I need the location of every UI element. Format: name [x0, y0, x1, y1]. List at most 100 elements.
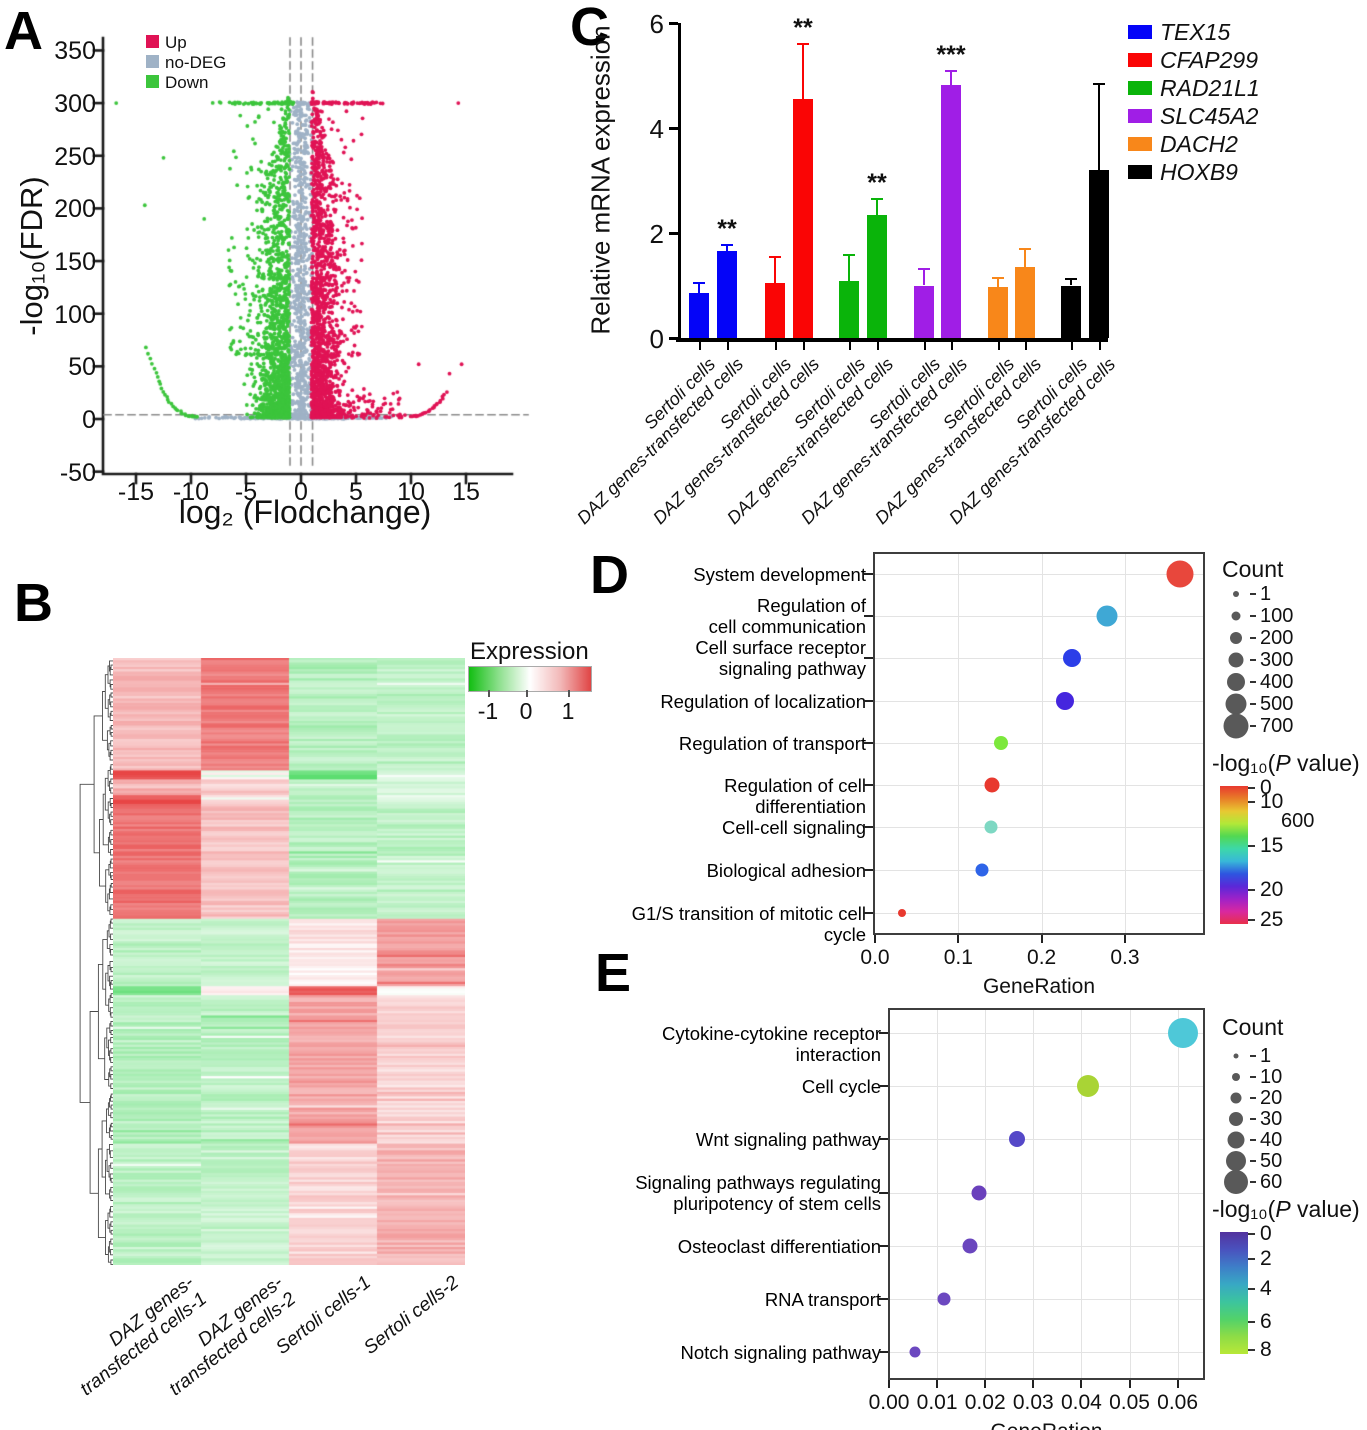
- kegg_dotplot-gridline-h: [890, 1246, 1203, 1247]
- error-bar-cap: [693, 281, 705, 284]
- kegg_dotplot-count-dot: [1227, 1131, 1245, 1149]
- go_dotplot-dot-1: [1166, 560, 1194, 588]
- error-bar: [950, 70, 952, 85]
- error-bar: [848, 255, 850, 282]
- go_dotplot-gridline-h: [875, 785, 1203, 786]
- go_dotplot-count-label: 300: [1260, 649, 1294, 671]
- kegg_dotplot-count-label: 40: [1260, 1129, 1283, 1151]
- kegg_dotplot-y-tick: [879, 1032, 888, 1034]
- go_dotplot-x-tick-label: 0.0: [860, 946, 890, 969]
- go_dotplot-category-label: Cell-cell signaling: [722, 816, 866, 838]
- gene-legend-label: DACH2: [1160, 131, 1238, 157]
- kegg_dotplot-gridline-h: [890, 1193, 1203, 1194]
- gene-legend-swatch-RAD21L1: [1128, 81, 1152, 95]
- heatmap-colorbar-tick: [526, 690, 528, 697]
- heatmap-canvas: [113, 658, 465, 1265]
- kegg_dotplot-count-label: 1: [1260, 1045, 1272, 1067]
- kegg_dotplot-x-tick: [984, 1380, 987, 1388]
- volcano-x-tick-label: 5: [349, 478, 363, 506]
- go_dotplot-colorbar-title: -log₁₀(P value): [1212, 750, 1360, 776]
- go_dotplot-category-label: Regulation of cell communication: [708, 595, 866, 637]
- go_dotplot-y-tick: [864, 742, 873, 744]
- go_dotplot-stray-count-label: 600: [1281, 810, 1315, 832]
- go_dotplot-count-tick: [1250, 725, 1256, 727]
- kegg_dotplot-category-label: Signaling pathways regulating pluripoten…: [635, 1172, 881, 1214]
- qpcr-x-tick: [849, 342, 851, 350]
- kegg_dotplot-count-dot: [1232, 1073, 1240, 1081]
- go_dotplot-colorbar: [1220, 786, 1248, 924]
- heatmap-colorbar-tick-label: -1: [477, 698, 499, 724]
- kegg_dotplot-count-tick: [1250, 1076, 1256, 1078]
- go_dotplot-gridline-h: [875, 574, 1203, 575]
- kegg_dotplot-colorbar: [1220, 1232, 1248, 1354]
- go_dotplot-gridline-h: [875, 827, 1203, 828]
- go_dotplot-dot-7: [984, 820, 998, 834]
- kegg_dotplot-count-label: 30: [1260, 1108, 1283, 1130]
- go_dotplot-colorbar-tick-label: 15: [1260, 834, 1284, 857]
- go_dotplot-x-tick-label: 0.1: [943, 946, 973, 969]
- volcano-plot-canvas: [0, 0, 540, 492]
- volcano-x-tick-label: 15: [452, 478, 480, 506]
- error-bar-cap: [945, 69, 957, 72]
- panel-e-letter: E: [595, 943, 632, 1003]
- go_dotplot-count-tick: [1250, 593, 1256, 595]
- kegg_dotplot-gridline-v: [1129, 1010, 1131, 1378]
- gene-legend-swatch-SLC45A2: [1128, 109, 1152, 123]
- go_dotplot-category-label: System development: [693, 563, 866, 585]
- go_dotplot-y-tick: [864, 573, 873, 575]
- volcano-y-tick-label: 350: [54, 37, 96, 66]
- kegg_dotplot-colorbar-tick-label: 8: [1260, 1338, 1272, 1361]
- kegg_dotplot-gridline-v: [1177, 1010, 1179, 1378]
- qpcr-x-tick: [1099, 342, 1101, 350]
- kegg_dotplot-x-tick-label: 0.02: [964, 1391, 1006, 1414]
- qpcr-y-tick: [669, 337, 678, 340]
- kegg_dotplot-count-dot: [1226, 1151, 1246, 1171]
- qpcr-y-axis: [678, 23, 681, 341]
- kegg_dotplot-dot-7: [909, 1346, 921, 1358]
- go_dotplot-y-tick: [864, 657, 873, 659]
- kegg_dotplot-x-tick: [1032, 1380, 1035, 1388]
- heatmap-colorbar-tick: [568, 690, 570, 697]
- qpcr-y-tick-label: 2: [649, 219, 664, 249]
- go_dotplot-count-dot: [1227, 673, 1245, 691]
- go_dotplot-count-tick: [1250, 659, 1256, 661]
- error-bar-cap: [843, 254, 855, 257]
- go_dotplot-y-tick: [864, 784, 873, 786]
- bar-RAD21L1-sertoli: [839, 281, 859, 338]
- go_dotplot-count-label: 500: [1260, 693, 1294, 715]
- qpcr-y-tick-label: 4: [649, 114, 664, 144]
- error-bar-cap: [1019, 248, 1031, 251]
- bar-SLC45A2-sertoli: [914, 285, 934, 338]
- go_dotplot-count-dot: [1225, 693, 1247, 715]
- kegg_dotplot-gridline-v: [1033, 1010, 1035, 1378]
- go_dotplot-count-dot: [1233, 591, 1239, 597]
- qpcr-x-axis: [676, 338, 1108, 342]
- go_dotplot-count-label: 100: [1260, 605, 1294, 627]
- go_dotplot-colorbar-tick-label: 10: [1260, 790, 1284, 813]
- kegg_dotplot-x-tick-label: 0.04: [1060, 1391, 1102, 1414]
- gene-legend-swatch-CFAP299: [1128, 53, 1152, 67]
- go_dotplot-count-dot: [1231, 611, 1241, 621]
- go_dotplot-count-label: 700: [1260, 715, 1294, 737]
- heatmap-colorbar-tick-label: 1: [561, 698, 575, 724]
- go_dotplot-dot-9: [897, 909, 906, 917]
- kegg_dotplot-category-label: RNA transport: [764, 1288, 881, 1310]
- error-bar-cap: [918, 267, 930, 270]
- go_dotplot-count-dot: [1228, 652, 1244, 668]
- kegg_dotplot-x-axis-label: GeneRation: [977, 1420, 1117, 1430]
- kegg_dotplot-count-tick: [1250, 1160, 1256, 1162]
- qpcr-x-tick: [803, 342, 805, 350]
- qpcr-x-tick: [877, 342, 879, 350]
- go_dotplot-gridline-h: [875, 743, 1203, 744]
- kegg_dotplot-gridline-v: [937, 1010, 939, 1378]
- qpcr-y-tick: [669, 127, 678, 130]
- go_dotplot-dot-4: [1055, 692, 1074, 710]
- volcano-x-axis-label: log₂ (Flodchange): [178, 494, 432, 530]
- volcano-y-tick-label: 0: [82, 406, 96, 434]
- kegg_dotplot-plot-area: [888, 1008, 1205, 1380]
- go_dotplot-count-tick: [1250, 637, 1256, 639]
- qpcr-y-axis-label: Relative mRNA expression: [585, 25, 616, 335]
- qpcr-x-tick: [775, 342, 777, 350]
- kegg_dotplot-count-tick: [1250, 1181, 1256, 1183]
- bar-HOXB9-sertoli: [1061, 285, 1081, 338]
